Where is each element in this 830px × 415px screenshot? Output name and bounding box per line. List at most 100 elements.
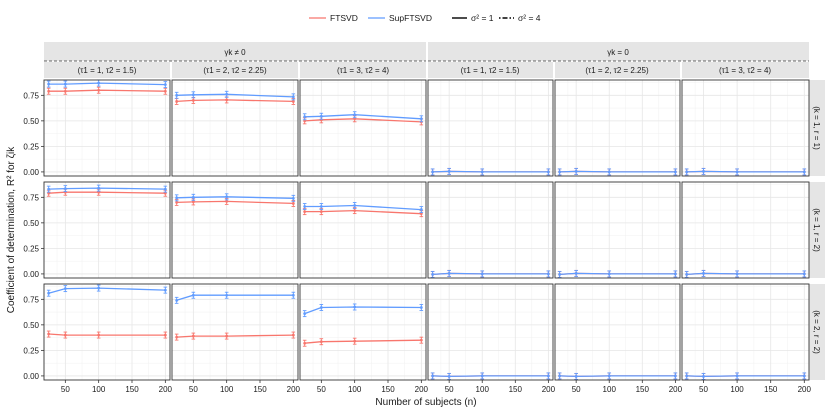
data-point [673,374,677,378]
row-strip-bg [809,182,825,278]
column-strip-label: (τ1 = 2, τ2 = 2.25) [203,66,267,75]
data-point [63,82,67,86]
x-tick-label: 100 [92,385,106,394]
data-point [480,374,484,378]
series-line-supftsvd [176,93,294,98]
data-point [419,338,423,342]
data-point [303,341,307,345]
data-point [607,272,611,276]
panel-background [172,284,298,380]
series-line-ftsvd [304,209,422,215]
data-point [735,374,739,378]
data-point [558,374,562,378]
panel-background [300,182,426,278]
data-point [431,273,435,276]
panel-background [682,182,809,278]
legend-label-sigma-4: σ² = 4 [518,13,541,23]
panel-border [171,181,299,279]
panel-border [43,283,171,381]
data-point [191,99,195,102]
data-point [163,187,167,191]
series-line-supftsvd [686,272,805,276]
x-tick-label: 100 [603,385,617,394]
series-line-ftsvd [304,118,422,123]
x-tick-label: 150 [636,385,650,394]
x-tick-label: 100 [348,385,362,394]
panel: 50 100 150 200 [427,283,556,394]
column-strips: (τ1 = 1, τ2 = 1.5) (τ1 = 2, τ2 = 2.25) (… [44,62,809,78]
x-tick-label: 200 [669,385,683,394]
data-point [225,293,229,297]
y-tick-label: 0.25 [23,346,39,355]
x-tick-label: 50 [572,385,581,394]
data-point [673,170,677,174]
x-tick-label: 200 [542,385,556,394]
data-point [291,95,295,99]
panel [299,79,427,177]
data-point [303,210,307,214]
panel [171,181,299,279]
panel-background [300,284,426,380]
strip-group-bg-right [428,42,809,61]
x-tick-label: 50 [61,385,70,394]
data-point [175,100,179,103]
series-line-supftsvd [432,272,549,276]
series-line-ftsvd [48,89,166,92]
data-point [480,272,484,276]
data-point [163,333,167,337]
panel-border [299,79,427,177]
panel-background [555,182,680,278]
x-tick-label: 200 [287,385,301,394]
row-strips: (k = 1, r = 1) (k = 1, r = 2) (k = 2, r … [809,80,825,380]
data-point [175,335,179,339]
data-point [191,93,195,97]
data-point [291,196,295,200]
column-strip-label: (τ1 = 3, τ2 = 4) [337,66,389,75]
x-tick-label: 50 [445,385,454,394]
panel [171,79,299,177]
data-point [319,210,323,214]
data-point [163,83,167,86]
y-tick-label: 0.75 [23,295,39,304]
row-strip-bg [809,80,825,176]
data-point [191,195,195,199]
panel-border [427,181,554,279]
series-line-supftsvd [48,82,166,86]
x-tick-label: 200 [798,385,812,394]
panel-border [43,79,171,177]
series-line-ftsvd [176,99,294,103]
row-strip-label: (k = 1, r = 1) [812,106,821,150]
data-point [291,293,295,297]
series-line-supftsvd [559,170,676,173]
series-line-supftsvd [686,170,805,173]
y-tick-label: 0.00 [23,372,39,381]
panel [554,181,681,279]
data-point [558,170,562,174]
x-tick-label: 150 [381,385,395,394]
data-point [607,374,611,378]
data-point [735,170,739,174]
data-point [175,201,179,204]
panel-border [681,283,810,381]
x-tick-label: 50 [189,385,198,394]
panel-border [554,181,681,279]
strip-group-label-left: γk ≠ 0 [224,48,246,57]
panel-background [428,80,553,176]
series-line-supftsvd [304,114,422,120]
data-point [702,170,705,173]
data-point [353,209,357,212]
legend-label-supftsvd: SupFTSVD [389,13,432,23]
series-line-supftsvd [559,375,676,378]
x-tick-label: 50 [699,385,708,394]
x-tick-label: 100 [730,385,744,394]
panel-border [681,79,810,177]
data-point [607,170,611,174]
data-point [225,98,229,102]
column-strip-label: (τ1 = 1, τ2 = 1.5) [461,66,520,75]
data-point [291,333,295,337]
y-tick-label: 0.75 [23,193,39,202]
y-tick-label: 0.25 [23,142,39,151]
data-point [419,306,423,309]
panel-background [44,80,170,176]
